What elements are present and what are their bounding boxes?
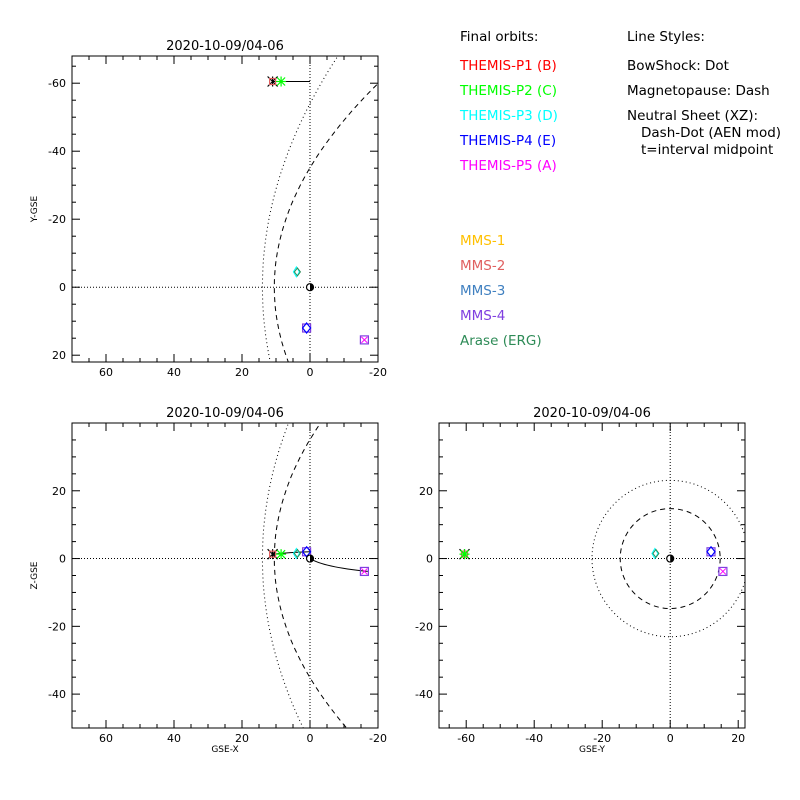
plot-area (72, 423, 378, 728)
point-themis-p4 (301, 322, 312, 334)
point-themis-p5 (719, 568, 727, 575)
x-tick-label: -20 (593, 732, 611, 745)
x-tick-label: -20 (369, 732, 387, 745)
yz-orbit-panel: 2020-10-09/04-06 -60 -40 -20 0 20 20 0 -20 -40 GSE… (415, 406, 746, 755)
y-tick-label: 0 (426, 553, 433, 566)
y-tick-label: -20 (48, 213, 66, 226)
point-themis-p2 (276, 549, 286, 559)
point-themis-p3 (651, 547, 659, 560)
legend: Final orbits: Line Styles: THEMIS-P1 (B)… (459, 29, 781, 349)
y-axis-label: Y-GSE (30, 196, 40, 224)
plot-title: 2020-10-09/04-06 (166, 39, 284, 54)
y-tick-label: 20 (52, 485, 66, 498)
y-tick-label: -20 (415, 620, 433, 633)
legend-orbits-header: Final orbits: (460, 29, 538, 45)
y-tick-label: 0 (59, 553, 66, 566)
legend-item-themis-p3: THEMIS-P3 (D) (459, 108, 558, 124)
x-axis-label: GSE-Y (579, 745, 606, 755)
x-tick-label: -40 (525, 732, 543, 745)
point-themis-p5 (361, 336, 368, 344)
legend-item-themis-p1: THEMIS-P1 (B) (459, 58, 557, 74)
plot-area (72, 56, 378, 362)
point-themis-p3 (292, 547, 300, 560)
x-tick-label: 60 (99, 732, 113, 745)
legend-item-mms3: MMS-3 (460, 283, 505, 299)
legend-item-themis-p4: THEMIS-P4 (E) (459, 133, 556, 149)
x-tick-label: 20 (235, 366, 249, 379)
legend-item-themis-p5: THEMIS-P5 (A) (459, 158, 557, 174)
earth-marker-night (670, 555, 674, 563)
x-tick-label: 40 (167, 366, 181, 379)
legend-style-magnetopause: Magnetopause: Dash (627, 83, 770, 99)
earth-marker-night (310, 283, 314, 291)
point-arase (652, 548, 660, 559)
y-tick-label: -40 (415, 688, 433, 701)
legend-item-mms1: MMS-1 (460, 233, 505, 249)
legend-style-neutral-sheet: Neutral Sheet (XZ): (627, 108, 758, 124)
y-tick-label: -20 (48, 620, 66, 633)
earth-marker-night (310, 555, 314, 563)
point-themis-p2 (276, 77, 286, 86)
x-tick-label: 20 (731, 732, 745, 745)
x-tick-label: 40 (167, 732, 181, 745)
plot-title: 2020-10-09/04-06 (166, 406, 284, 421)
point-themis-p5-box (718, 566, 728, 577)
x-axis-label: GSE-X (211, 745, 238, 755)
y-tick-label: -40 (48, 688, 66, 701)
x-tick-label: 0 (307, 732, 314, 745)
y-tick-label: -40 (48, 145, 66, 158)
legend-item-themis-p2: THEMIS-P2 (C) (459, 83, 557, 99)
y-tick-label: 20 (419, 485, 433, 498)
y-axis-label: Z-GSE (30, 561, 40, 589)
point-themis-p5-box (359, 566, 369, 577)
point-themis-p4 (706, 545, 716, 558)
x-tick-label: 0 (307, 366, 314, 379)
xy-orbit-panel: 2020-10-09/04-06 60 40 20 0 -20 -60 -40 -20 0 20 Y-… (30, 39, 387, 379)
y-tick-label: -60 (48, 77, 66, 90)
legend-styles-header: Line Styles: (627, 29, 705, 45)
x-tick-label: -60 (457, 732, 475, 745)
y-tick-label: 0 (59, 281, 66, 294)
legend-style-dash-dot: Dash-Dot (AEN mod) (641, 125, 781, 141)
point-themis-p3 (292, 265, 300, 278)
x-tick-label: 60 (99, 366, 113, 379)
legend-item-arase: Arase (ERG) (460, 333, 542, 349)
legend-item-mms2: MMS-2 (460, 258, 505, 274)
y-tick-label: 20 (52, 349, 66, 362)
legend-style-bowshock: BowShock: Dot (627, 58, 729, 74)
point-themis-p1-box (269, 77, 277, 86)
bow-shock-curve (261, 56, 339, 362)
x-tick-label: 20 (235, 732, 249, 745)
legend-style-midpoint: t=interval midpoint (641, 142, 773, 158)
point-themis-p5 (361, 568, 368, 575)
xz-orbit-panel: 2020-10-09/04-06 60 40 20 0 -20 20 0 -20 -40 GSE-X… (30, 406, 387, 755)
x-tick-label: -20 (369, 366, 387, 379)
x-tick-label: 0 (667, 732, 674, 745)
point-arase (293, 267, 302, 277)
plot-title: 2020-10-09/04-06 (533, 406, 651, 421)
legend-item-mms4: MMS-4 (460, 308, 505, 324)
point-themis-p5-box (359, 335, 369, 345)
point-themis-p1-box (269, 550, 277, 558)
magnetopause-cross-section (619, 508, 721, 610)
magnetopause-curve (273, 82, 378, 362)
point-arase (293, 548, 302, 559)
point-themis-p2 (460, 549, 469, 559)
plot-area (439, 423, 745, 728)
